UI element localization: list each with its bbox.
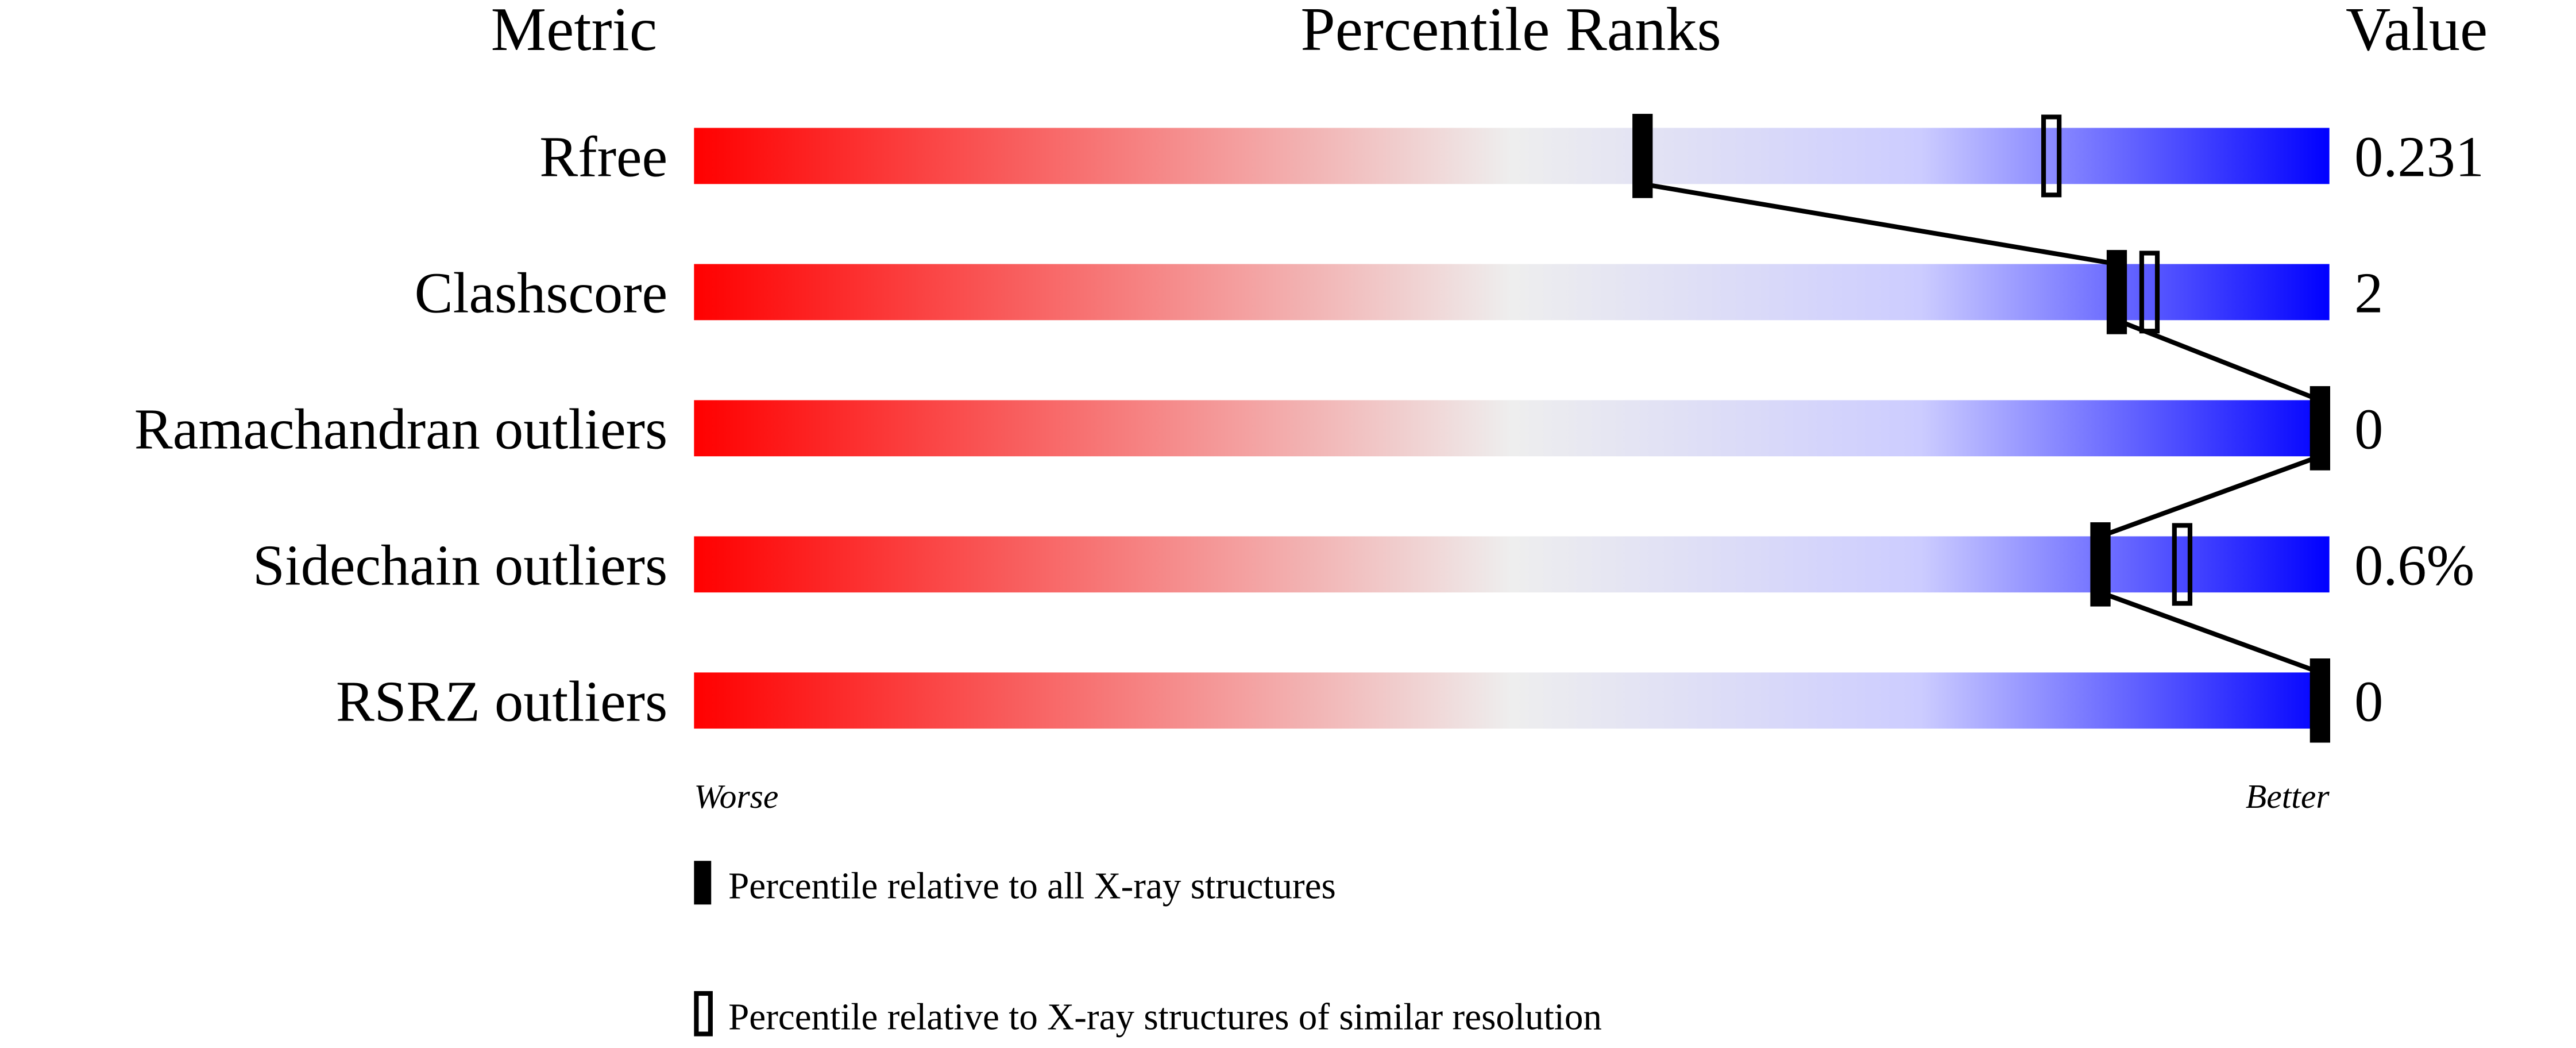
connector-line <box>2099 590 2321 675</box>
metric-value: 0 <box>2354 670 2383 734</box>
metric-label: Ramachandran outliers <box>134 398 667 461</box>
header-value: Value <box>2346 0 2488 64</box>
marker-all-structures <box>2090 522 2111 607</box>
percentile-bar <box>694 264 2330 321</box>
legend-filled-marker <box>694 861 712 905</box>
metric-value: 0.231 <box>2354 125 2484 189</box>
metric-label: Clashscore <box>415 261 668 325</box>
metric-value: 0 <box>2354 398 2383 461</box>
percentile-bar <box>694 536 2330 593</box>
axis-label-worse: Worse <box>694 777 778 815</box>
metric-label: RSRZ outliers <box>336 670 667 734</box>
marker-similar-resolution <box>2041 114 2062 198</box>
marker-all-structures <box>2106 250 2127 334</box>
connector-line <box>2116 318 2321 403</box>
metric-label: Sidechain outliers <box>253 534 667 598</box>
marker-all-structures <box>2309 386 2330 471</box>
percentile-bar <box>694 672 2330 729</box>
header-percentile-ranks: Percentile Ranks <box>1300 0 1721 64</box>
metric-value: 2 <box>2354 261 2383 325</box>
marker-similar-resolution <box>2172 523 2193 606</box>
legend-open-marker <box>694 991 713 1037</box>
marker-all-structures <box>2309 658 2330 743</box>
header-metric: Metric <box>491 0 657 64</box>
metric-label: Rfree <box>539 125 667 189</box>
percentile-bar <box>694 400 2330 457</box>
marker-all-structures <box>1632 114 1653 198</box>
connector-line <box>2099 454 2321 539</box>
axis-label-better: Better <box>2246 777 2330 815</box>
connector-line <box>1642 182 2118 267</box>
legend-label-all: Percentile relative to all X-ray structu… <box>728 865 1336 907</box>
metric-value: 0.6% <box>2354 534 2474 598</box>
percentile-bar <box>694 128 2330 184</box>
legend-label-similar: Percentile relative to X-ray structures … <box>728 996 1602 1038</box>
